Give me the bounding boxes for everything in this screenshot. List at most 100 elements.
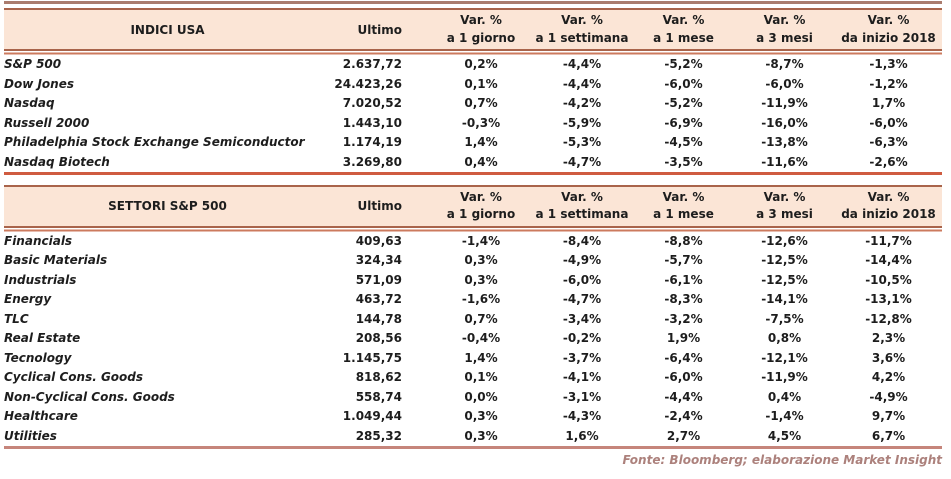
- sector-name: Financials: [4, 233, 73, 248]
- var-period-label: a 3 mesi: [756, 30, 813, 45]
- var-1-day-value: 0,3%: [464, 253, 498, 267]
- var-label: Var. %: [763, 189, 806, 204]
- var-1-day-value: 0,3%: [464, 272, 498, 287]
- col-header-var-1-month: Var. % a 1 mese: [633, 184, 734, 228]
- var-period-label: a 1 mese: [653, 30, 714, 45]
- sector-name: Real Estate: [4, 331, 81, 345]
- report-page: INDICI USA Ultimo Var. % a 1 giorno Var.…: [4, 1, 942, 467]
- var-1-day-value: -1,4%: [461, 233, 501, 248]
- var-1-month-value: -5,7%: [664, 253, 703, 267]
- sector-name: Non-Cyclical Cons. Goods: [4, 389, 175, 404]
- var-1-week-value: -4,9%: [562, 253, 602, 267]
- var-1-week-value: 1,6%: [565, 428, 599, 443]
- var-3-months-value: -12,5%: [761, 272, 808, 287]
- var-3-months-value: 4,5%: [767, 428, 802, 443]
- var-1-day-value: -0,3%: [461, 115, 501, 130]
- last-value: 2.637,72: [342, 57, 402, 71]
- var-ytd-2018-value: 1,7%: [871, 96, 906, 110]
- var-1-day-value: 1,4%: [464, 350, 498, 365]
- col-header-var-1-week: Var. % a 1 settimana: [531, 8, 633, 51]
- var-1-month-value: -3,5%: [664, 154, 703, 169]
- var-1-month-value: -4,5%: [664, 135, 703, 149]
- table-row: Nasdaq 7.020,52 0,7% -4,2% -5,2% -11,9% …: [4, 94, 942, 114]
- var-ytd-2018-value: -6,0%: [869, 115, 908, 130]
- table-row: Basic Materials 324,34 0,3% -4,9% -5,7% …: [4, 251, 942, 271]
- var-1-month-value: -6,0%: [664, 370, 703, 384]
- var-1-month-value: 1,9%: [666, 331, 701, 345]
- var-ytd-2018-value: -12,8%: [865, 311, 912, 326]
- sector-name: Basic Materials: [4, 253, 108, 267]
- var-period-label: da inizio 2018: [841, 30, 936, 45]
- table-title: INDICI USA: [4, 8, 331, 51]
- var-3-months-value: -11,6%: [761, 154, 808, 169]
- index-name: Russell 2000: [4, 115, 90, 130]
- sector-name: Tecnology: [4, 350, 72, 365]
- sector-name: Cyclical Cons. Goods: [4, 370, 144, 384]
- index-name: Philadelphia Stock Exchange Semiconducto…: [4, 135, 305, 149]
- var-label: Var. %: [561, 13, 603, 27]
- var-label: Var. %: [460, 189, 502, 204]
- var-1-month-value: -6,9%: [664, 115, 703, 130]
- col-header-var-1-day: Var. % a 1 giorno: [431, 184, 531, 228]
- var-1-month-value: -8,3%: [664, 292, 703, 306]
- var-1-week-value: -5,9%: [562, 115, 602, 130]
- var-1-day-value: 0,4%: [464, 154, 498, 169]
- var-1-day-value: 0,2%: [464, 57, 498, 71]
- var-1-day-value: 0,3%: [464, 428, 498, 443]
- sector-name: Utilities: [4, 428, 57, 443]
- var-label: Var. %: [460, 13, 502, 27]
- table-row: Industrials 571,09 0,3% -6,0% -6,1% -12,…: [4, 271, 942, 291]
- var-period-label: da inizio 2018: [841, 207, 936, 221]
- last-value: 1.049,44: [342, 409, 402, 423]
- col-header-var-1-week: Var. % a 1 settimana: [531, 184, 633, 228]
- var-3-months-value: -16,0%: [761, 115, 808, 130]
- var-3-months-value: -6,0%: [765, 76, 804, 91]
- index-name: S&P 500: [4, 57, 62, 71]
- var-ytd-2018-value: -13,1%: [865, 292, 912, 306]
- var-ytd-2018-value: -2,6%: [869, 154, 908, 169]
- table-row: Philadelphia Stock Exchange Semiconducto…: [4, 133, 942, 153]
- var-ytd-2018-value: -1,2%: [869, 76, 908, 91]
- var-period-label: a 1 giorno: [446, 207, 516, 221]
- last-value: 7.020,52: [342, 96, 402, 110]
- last-value: 144,78: [355, 311, 402, 326]
- table-row: Financials 409,63 -1,4% -8,4% -8,8% -12,…: [4, 232, 942, 252]
- var-1-month-value: -3,2%: [664, 311, 703, 326]
- var-1-day-value: 0,1%: [464, 76, 498, 91]
- var-label: Var. %: [662, 13, 705, 27]
- source-note: Fonte: Bloomberg; elaborazione Market In…: [622, 453, 942, 467]
- table-row: S&P 500 2.637,72 0,2% -4,4% -5,2% -8,7% …: [4, 55, 942, 75]
- table-row: Russell 2000 1.443,10 -0,3% -5,9% -6,9% …: [4, 114, 942, 134]
- header-underline: [4, 226, 942, 232]
- last-value: 208,56: [355, 331, 402, 345]
- var-1-month-value: -4,4%: [664, 389, 703, 404]
- var-ytd-2018-value: 2,3%: [871, 331, 906, 345]
- var-1-week-value: -4,1%: [562, 370, 602, 384]
- var-ytd-2018-value: -1,3%: [869, 57, 908, 71]
- var-period-label: a 3 mesi: [756, 207, 813, 221]
- sector-name: Healthcare: [4, 409, 78, 423]
- var-1-month-value: 2,7%: [666, 428, 701, 443]
- indici-usa-table: INDICI USA Ultimo Var. % a 1 giorno Var.…: [4, 8, 942, 172]
- settori-sp500-table: SETTORI S&P 500 Ultimo Var. % a 1 giorno…: [4, 184, 942, 447]
- var-1-month-value: -2,4%: [664, 409, 703, 423]
- header-row: SETTORI S&P 500 Ultimo Var. % a 1 giorno…: [4, 184, 942, 228]
- table-divider-rule: [4, 172, 942, 175]
- var-1-day-value: -0,4%: [461, 331, 501, 345]
- var-1-day-value: -1,6%: [461, 292, 501, 306]
- var-1-week-value: -5,3%: [562, 135, 602, 149]
- header-underline: [4, 50, 942, 55]
- var-1-week-value: -4,4%: [562, 57, 602, 71]
- var-1-week-value: -4,4%: [562, 76, 602, 91]
- var-3-months-value: -11,9%: [761, 370, 808, 384]
- var-1-day-value: 0,0%: [464, 389, 498, 404]
- sector-name: TLC: [4, 311, 29, 326]
- var-3-months-value: -12,5%: [761, 253, 808, 267]
- var-label: Var. %: [867, 189, 910, 204]
- last-value: 24.423,26: [334, 76, 402, 91]
- var-1-week-value: -4,7%: [562, 292, 602, 306]
- table-row: Energy 463,72 -1,6% -4,7% -8,3% -14,1% -…: [4, 290, 942, 310]
- table-row: Cyclical Cons. Goods 818,62 0,1% -4,1% -…: [4, 368, 942, 388]
- col-header-ultimo: Ultimo: [331, 8, 431, 51]
- sector-name: Energy: [4, 292, 52, 306]
